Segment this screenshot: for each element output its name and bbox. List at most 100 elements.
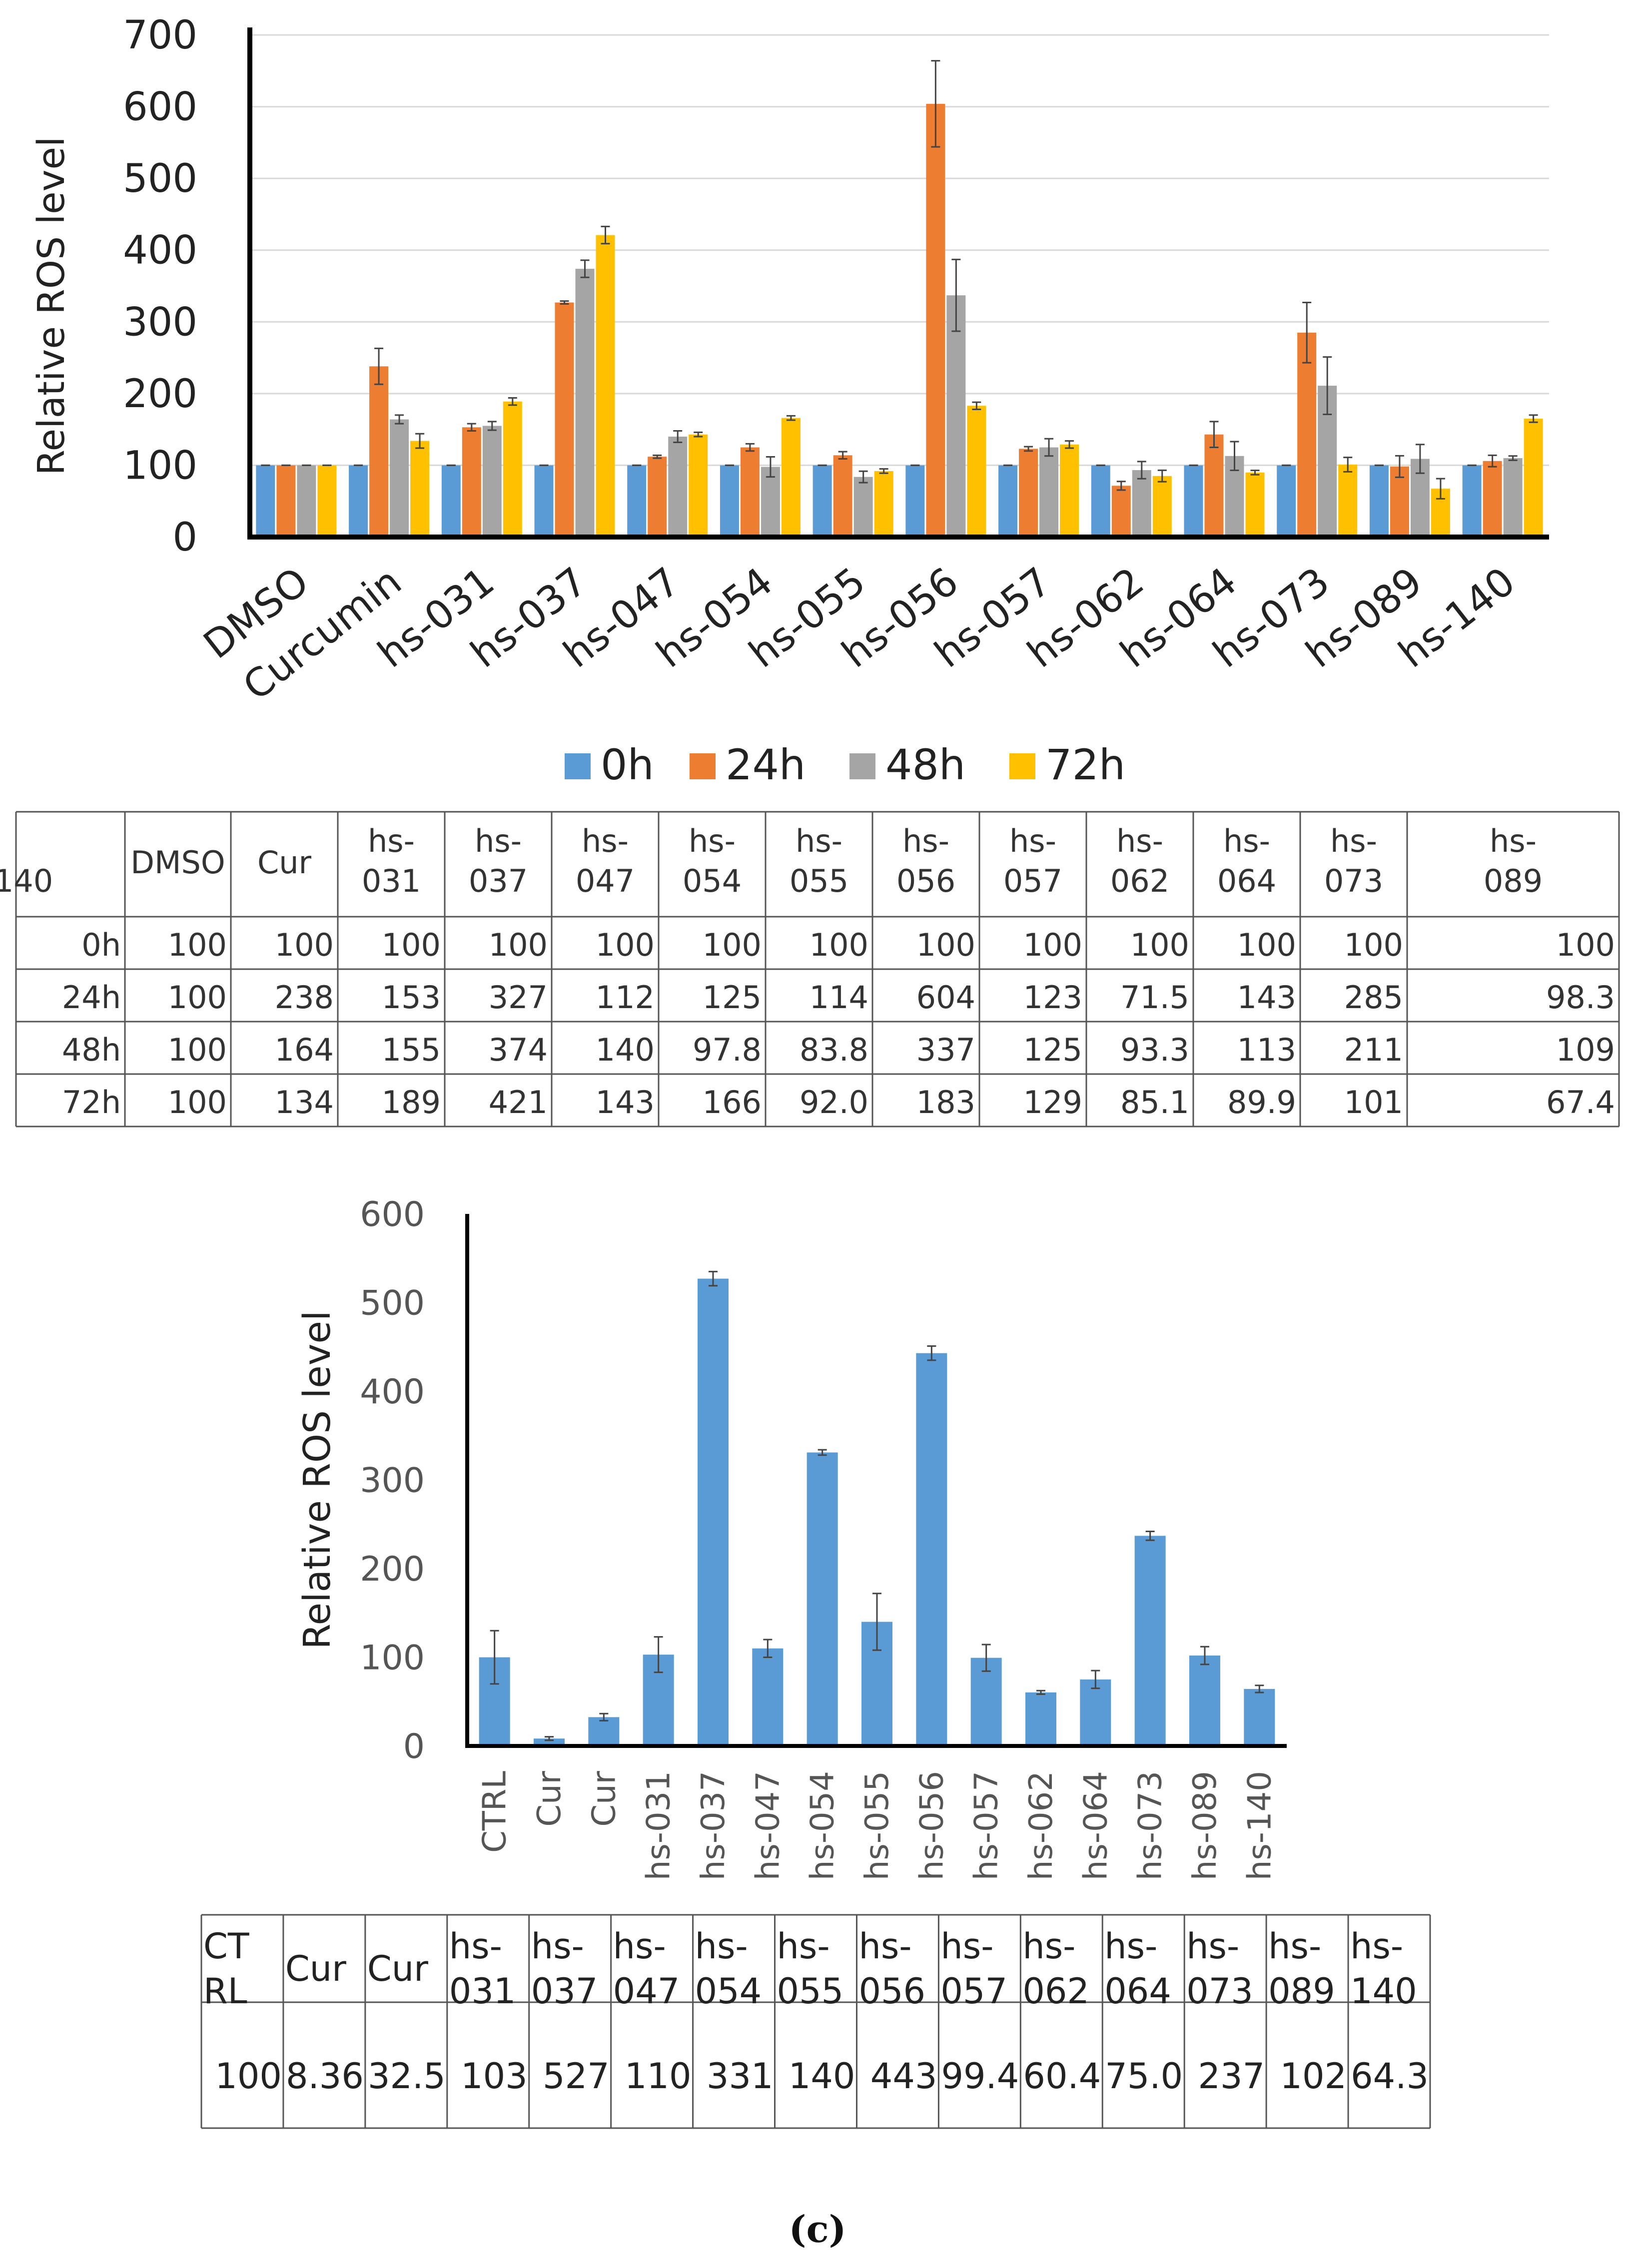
- table1-cell: 285: [1344, 979, 1403, 1016]
- table1-cell: 238: [275, 979, 334, 1016]
- chart1-y-axis-title: Relative ROS level: [30, 136, 73, 475]
- table1-header-cell: DMSO: [130, 844, 225, 881]
- table1-cell: 109: [1556, 1032, 1615, 1068]
- table1-header-cell: hs-056: [896, 823, 955, 899]
- table1-cell: 100: [916, 927, 975, 963]
- legend-label: 0h: [601, 740, 654, 789]
- table1-header-cell: hs-037: [469, 823, 528, 899]
- table1-cell: 155: [382, 1032, 441, 1068]
- table1-cell: 211: [1344, 1032, 1403, 1068]
- figure-caption: (c): [0, 2208, 1635, 2251]
- table2-cell: 110: [625, 2056, 692, 2097]
- table1-cell: 100: [1556, 927, 1615, 963]
- chart1-bar: [967, 406, 986, 537]
- legend-swatch: [1009, 753, 1035, 779]
- table2-header-cell: hs-140: [1350, 1926, 1417, 2012]
- chart1-bar: [1524, 419, 1543, 537]
- table1-cell: 143: [596, 1084, 655, 1121]
- chart2-x-tick-label: hs-055: [859, 1771, 896, 1880]
- chart1: 0 100 200 300 400 500 600 700 Relative ROS level…: [30, 13, 1549, 789]
- chart2-y-tick-label: 600: [360, 1195, 425, 1234]
- table2-header-cell: hs-064: [1104, 1926, 1171, 2012]
- table2-cell: 237: [1198, 2056, 1265, 2097]
- table1-cell: 123: [1023, 979, 1082, 1016]
- chart2-bar: [1244, 1689, 1275, 1746]
- chart1-bar: [1370, 465, 1389, 537]
- chart1-bar: [1019, 449, 1038, 537]
- chart2-x-tick-label: Cur: [586, 1770, 623, 1826]
- table2-header-cell: hs-073: [1186, 1926, 1253, 2012]
- table2-header-cell: hs-089: [1268, 1926, 1335, 2012]
- chart1-y-tick-label: 100: [123, 443, 197, 488]
- chart1-bar: [462, 427, 481, 537]
- table1-header-cell: hs-047: [576, 823, 635, 899]
- table2-cell: 75.0: [1105, 2056, 1183, 2097]
- chart2-bar: [1025, 1693, 1056, 1746]
- table1-header-cell: hs-089: [1484, 823, 1543, 899]
- chart1-bar: [998, 465, 1017, 537]
- table1-cell: 166: [703, 1084, 762, 1121]
- chart1-y-tick-label: 700: [123, 13, 197, 58]
- table2-header-cell: hs-057: [940, 1926, 1007, 2012]
- table2-cell: 60.4: [1023, 2056, 1101, 2097]
- table2-cell: 99.4: [941, 2056, 1019, 2097]
- chart1-bar: [483, 426, 502, 537]
- chart2-bar: [698, 1279, 729, 1746]
- chart1-y-tick-label: 400: [123, 228, 197, 273]
- chart1-bar: [854, 477, 873, 537]
- table1-cell: 100: [168, 979, 227, 1016]
- table1-cell: 97.8: [693, 1032, 762, 1068]
- chart2-x-tick-label: hs-054: [805, 1771, 841, 1880]
- table1-cell: 100: [168, 927, 227, 963]
- chart1-y-tick-label: 600: [123, 85, 197, 130]
- chart2-bar: [807, 1452, 838, 1746]
- chart2-bar: [1189, 1656, 1220, 1746]
- legend-label: 72h: [1045, 740, 1125, 789]
- table1-cell: 140: [596, 1032, 655, 1068]
- table2-header-cell: Cur: [367, 1948, 428, 1989]
- table1-cell: 153: [382, 979, 441, 1016]
- chart1-bar: [1483, 461, 1502, 537]
- chart1-bar: [349, 465, 368, 537]
- chart2-x-tick-label: hs-056: [913, 1771, 950, 1880]
- table1-row-label: 72h: [62, 1084, 121, 1121]
- chart1-bar: [833, 455, 852, 537]
- table1-cell: 327: [489, 979, 548, 1016]
- table2-header-cell: Cur: [285, 1948, 346, 1989]
- chart2-bar: [1080, 1680, 1111, 1746]
- chart1-bar: [926, 104, 945, 537]
- table2-header-cell: hs-055: [777, 1926, 844, 2012]
- chart2-y-axis-title: Relative ROS level: [296, 1310, 339, 1649]
- table1-cell: 67.4: [1546, 1084, 1615, 1121]
- table1-header-cell: hs-073: [1324, 823, 1383, 899]
- table2-cell: 331: [707, 2056, 774, 2097]
- chart1-y-tick-label: 200: [123, 372, 197, 417]
- chart1-bar: [1184, 465, 1203, 537]
- table1-cell: 85.1: [1120, 1084, 1189, 1121]
- table1-cell: 100: [1130, 927, 1189, 963]
- table1-header-cell: hs-057: [1003, 823, 1062, 899]
- chart2-x-tick-label: hs-089: [1187, 1771, 1224, 1880]
- table2-header-cell: hs-056: [858, 1926, 925, 2012]
- legend-swatch: [690, 753, 716, 779]
- chart1-bar: [668, 437, 687, 537]
- chart2: 0 100 200 300 400 500 600 Relative ROS level CTR…: [296, 1195, 1287, 1880]
- table1-cell: 113: [1237, 1032, 1296, 1068]
- chart2-x-tick-label: hs-064: [1077, 1771, 1114, 1880]
- chart1-bar: [1504, 458, 1523, 537]
- table1-cell: 143: [1237, 979, 1296, 1016]
- legend-swatch: [849, 753, 875, 779]
- chart2-bar: [752, 1649, 783, 1746]
- table1-cell: 100: [168, 1032, 227, 1068]
- table2-header-cell: hs-054: [695, 1926, 762, 2012]
- chart2-bar: [588, 1717, 619, 1746]
- table1-cell: 92.0: [800, 1084, 868, 1121]
- table2-cell: 140: [789, 2056, 855, 2097]
- chart2-x-tick-label: hs-062: [1023, 1771, 1060, 1880]
- table2-cell: 100: [215, 2056, 282, 2097]
- table2-header-cell: hs-047: [613, 1926, 680, 2012]
- chart1-bar: [503, 402, 522, 537]
- chart1-bar: [1463, 465, 1482, 537]
- figure-canvas: 0100200300400500600700Relative ROS level…: [0, 0, 1635, 2268]
- table2-cell: 527: [543, 2056, 610, 2097]
